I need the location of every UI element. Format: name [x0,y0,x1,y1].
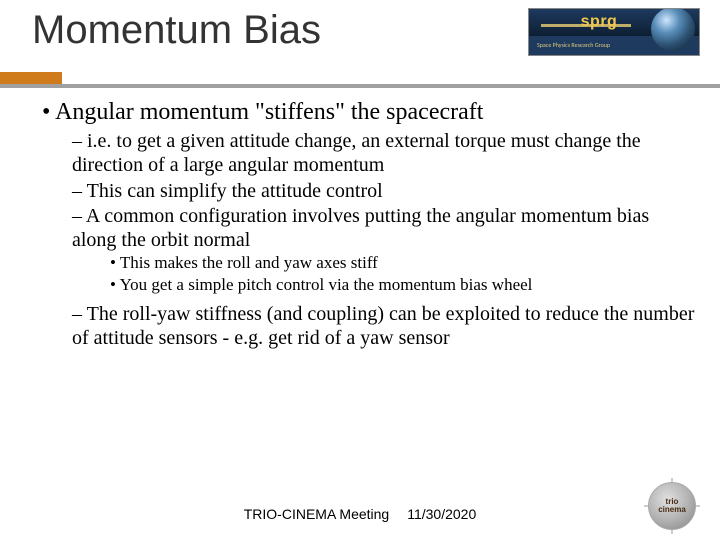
footer-logo: trio cinema [648,482,696,530]
bullet-level-3: You get a simple pitch control via the m… [110,275,696,295]
footer: TRIO-CINEMA Meeting 11/30/2020 [0,506,720,522]
logo-text: sprg [581,13,618,31]
divider-line [0,84,720,88]
accent-bar [0,72,62,84]
header-logo: sprg Space Physics Research Group [528,8,700,56]
slide: Momentum Bias sprg Space Physics Researc… [0,0,720,540]
footer-logo-disc: trio cinema [648,482,696,530]
bullet-level-2: i.e. to get a given attitude change, an … [72,130,696,177]
footer-logo-line2: cinema [658,505,686,514]
footer-logo-text: trio cinema [658,498,686,513]
bullet-level-2: The roll-yaw stiffness (and coupling) ca… [72,303,696,350]
logo-top: sprg [529,9,699,36]
title-rule [0,72,720,88]
bullet-level-2: A common configuration involves putting … [72,205,696,252]
slide-title: Momentum Bias [32,8,321,53]
bullet-level-2: This can simplify the attitude control [72,180,696,204]
body-content: Angular momentum "stiffens" the spacecra… [42,98,696,350]
bullet-level-1: Angular momentum "stiffens" the spacecra… [42,98,696,126]
title-bar: Momentum Bias sprg Space Physics Researc… [32,8,700,56]
earth-icon [651,8,695,51]
bullet-level-3: This makes the roll and yaw axes stiff [110,253,696,273]
footer-meeting: TRIO-CINEMA Meeting [244,506,389,522]
footer-date: 11/30/2020 [407,506,476,522]
